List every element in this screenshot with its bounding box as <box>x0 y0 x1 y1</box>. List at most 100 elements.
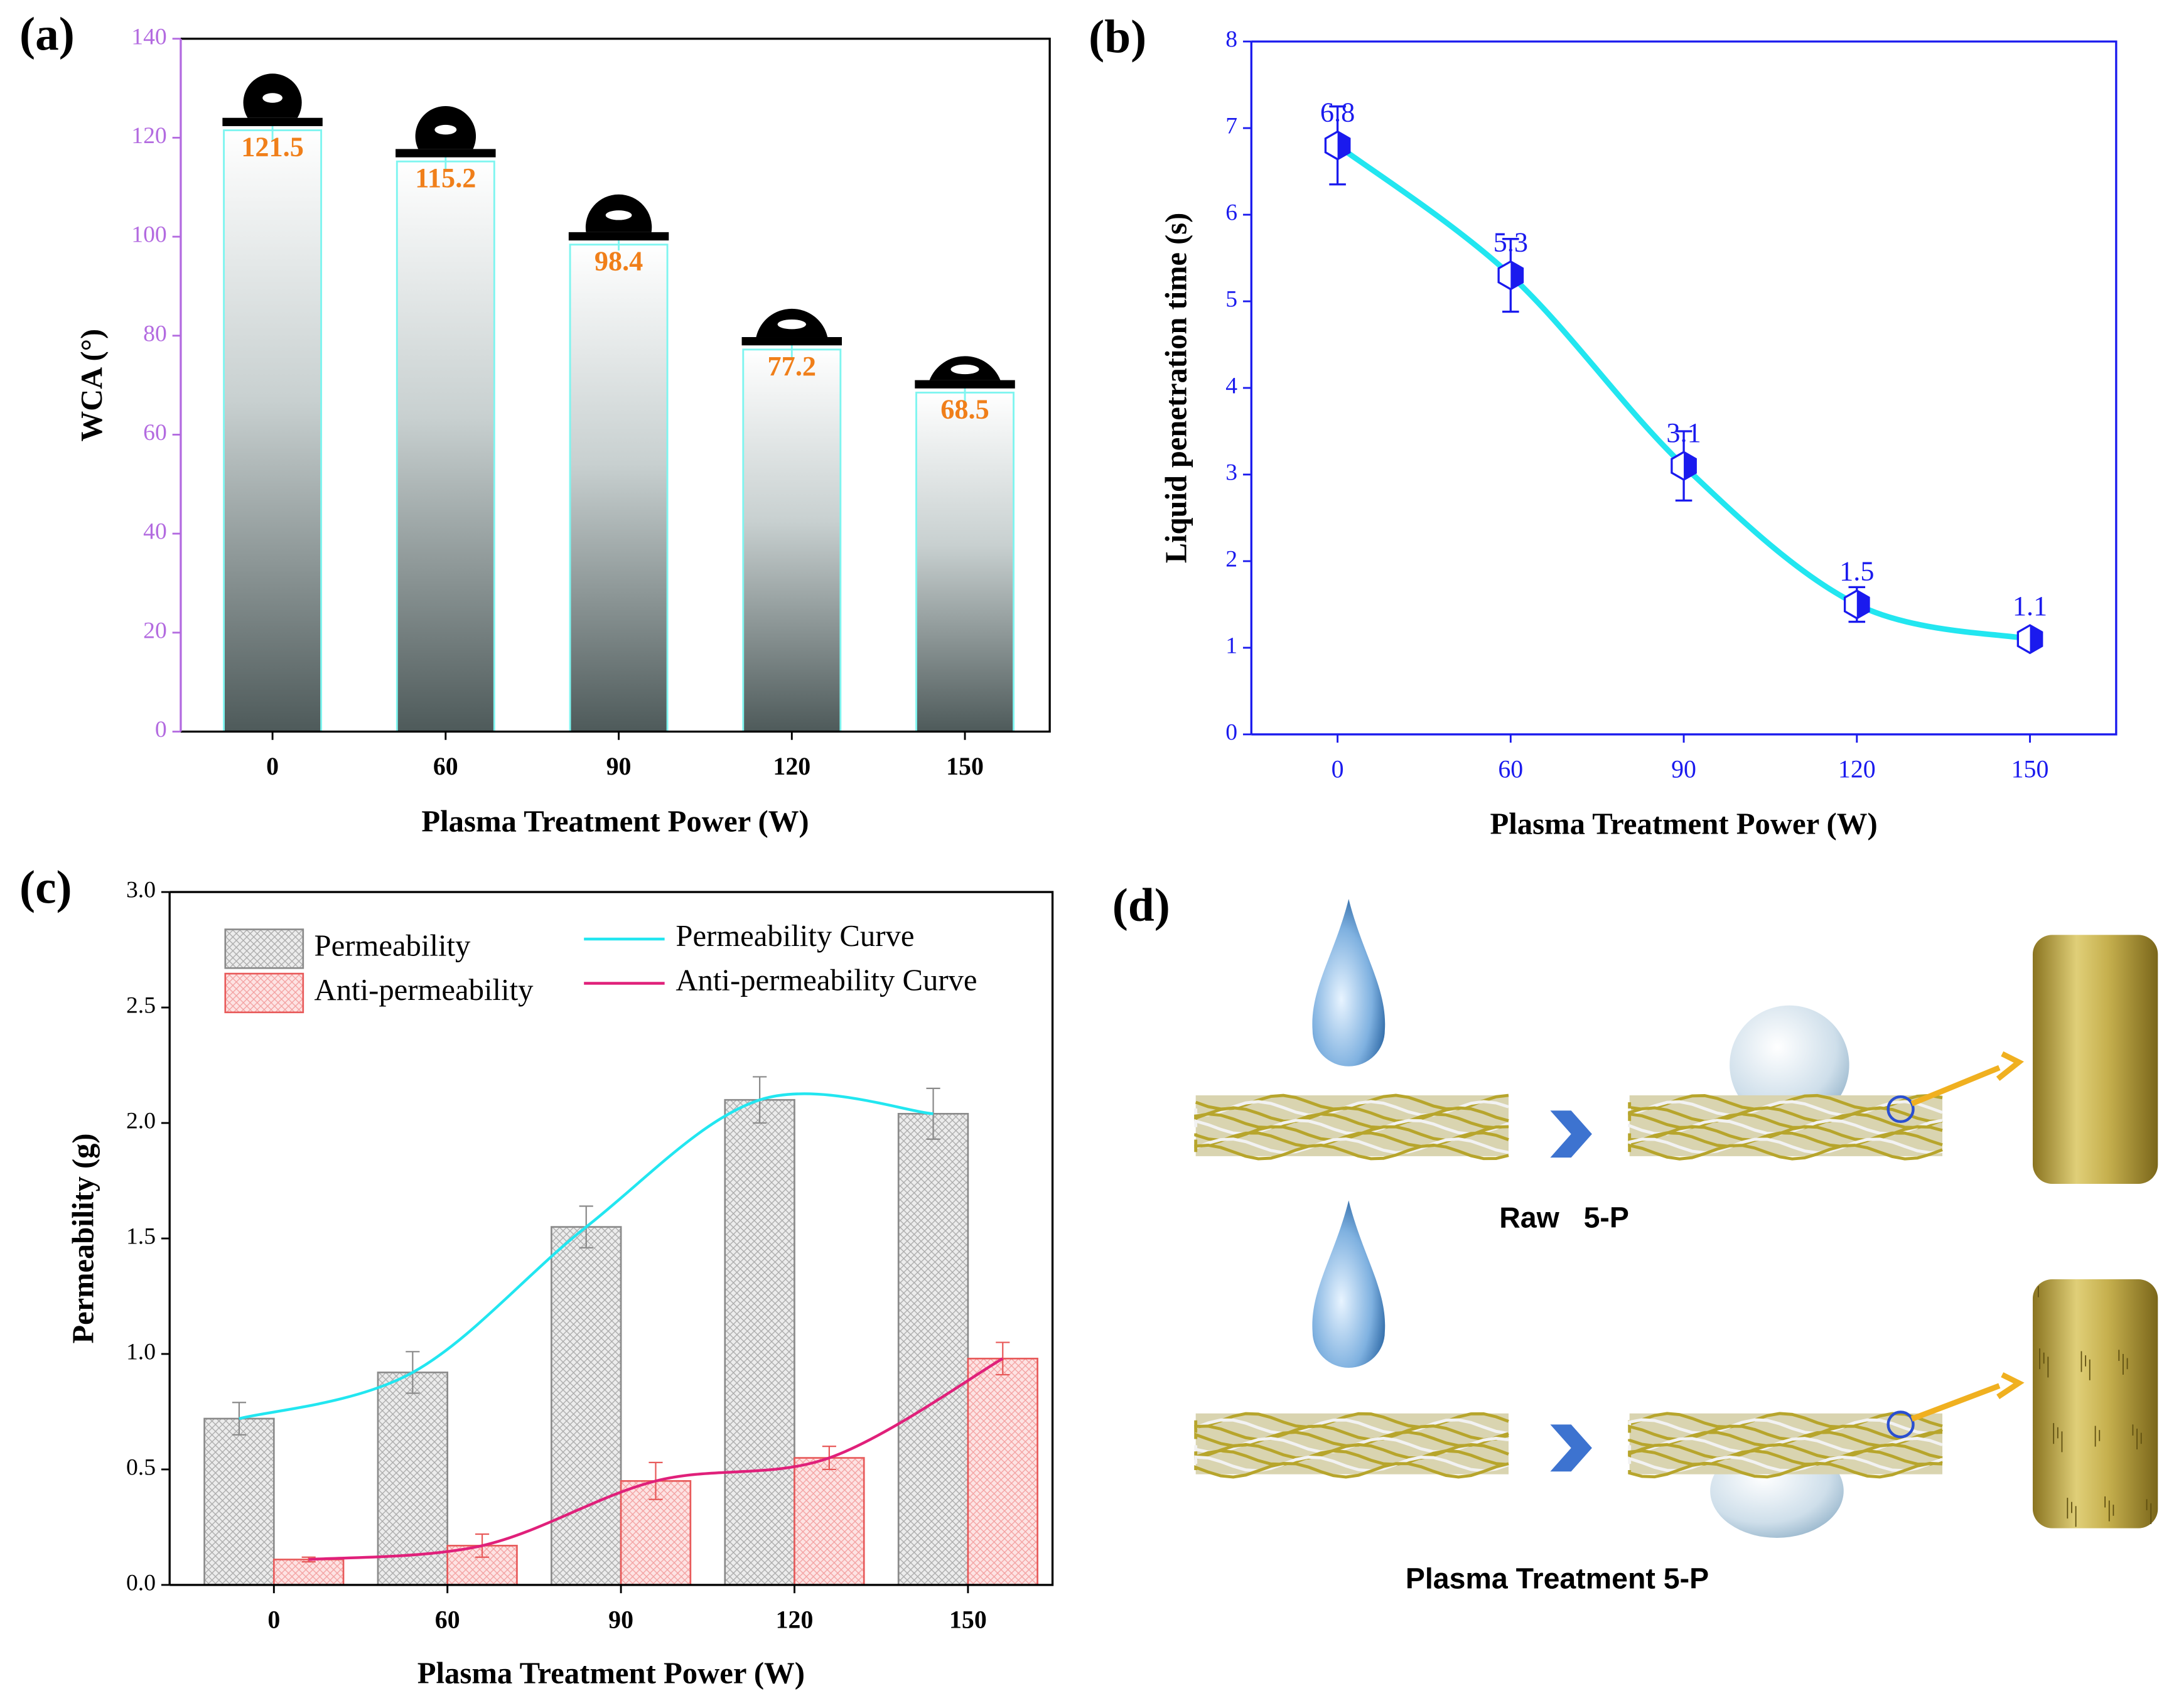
value-label: 115.2 <box>415 163 476 193</box>
marker <box>2016 624 2043 655</box>
plot-area: 6.8 5.3 3.1 1.5 1.1 <box>1320 97 2047 655</box>
fiber <box>1628 1455 1943 1473</box>
plot-area <box>203 1076 1038 1586</box>
fiber <box>1194 1455 1509 1473</box>
fiber <box>1628 1412 1943 1429</box>
fiber <box>1194 1143 1509 1161</box>
fiber <box>1194 1418 1509 1436</box>
chevron <box>1550 1424 1592 1472</box>
chart: (c) Plasma Treatment Power (W) Permeabilit… <box>19 861 1054 1690</box>
x-tick-label: 0 <box>266 753 279 780</box>
legend: Permeability Anti-permeability Permeabilit… <box>224 919 977 1014</box>
schematic: (d) Raw 5-P Plasma Treatment 5-P <box>1112 879 2158 1594</box>
fiber <box>1628 1424 1943 1442</box>
y-tick-label: 0.0 <box>126 1571 156 1596</box>
y-tick-label: 0 <box>1225 720 1237 746</box>
y-axis-title: Liquid penetration time (s) <box>1159 213 1193 564</box>
droplet-highlight <box>434 124 457 135</box>
y-tick-label: 0 <box>155 717 167 743</box>
legend-label: Anti-permeability Curve <box>675 964 977 997</box>
fiber <box>1194 1137 1509 1154</box>
marker <box>1671 451 1697 481</box>
droplet-highlight <box>605 210 632 220</box>
plot-area: 121.5 115.2 98.4 77.2 68.5 <box>222 73 1015 733</box>
fiber <box>1628 1442 1943 1460</box>
y-tick-label: 140 <box>131 24 166 50</box>
fiber <box>1194 1449 1509 1466</box>
x-tick-label: 120 <box>773 753 810 780</box>
substrate <box>222 117 323 126</box>
x-tick-label: 60 <box>1498 756 1523 783</box>
y-tick-label: 80 <box>143 321 167 346</box>
y-tick-label: 1.5 <box>126 1224 156 1250</box>
caption: Plasma Treatment 5-P <box>1406 1562 1709 1595</box>
arrow <box>1910 1372 2025 1422</box>
x-axis-title: Plasma Treatment Power (W) <box>421 804 809 838</box>
value-label: 3.1 <box>1666 417 1701 448</box>
bar <box>272 1559 345 1586</box>
panel-label: (d) <box>1112 879 1170 932</box>
arrow <box>1910 1051 2024 1107</box>
marker-half <box>1856 590 1869 618</box>
zoom-circle <box>1886 1095 1915 1124</box>
bar <box>724 1098 795 1586</box>
bar <box>569 244 669 733</box>
fiber <box>1194 1462 1509 1479</box>
panel-label: (c) <box>19 861 72 913</box>
value-label: 98.4 <box>595 246 643 277</box>
zoom-circle <box>1886 1410 1915 1439</box>
y-tick-label: 20 <box>143 618 167 644</box>
fiber-smooth <box>2032 935 2158 1184</box>
bar <box>396 160 495 733</box>
droplet <box>1312 899 1386 1066</box>
x-tick-label: 150 <box>949 1606 987 1634</box>
bar <box>915 391 1015 733</box>
substrate <box>568 232 669 241</box>
fiber <box>1194 1106 1509 1123</box>
droplet <box>1312 1200 1386 1368</box>
y-tick-label: 120 <box>131 123 166 149</box>
x-tick-label: 120 <box>1838 756 1876 783</box>
value-label: 1.5 <box>1839 556 1874 587</box>
y-axis-title: Permeability (g) <box>66 1134 100 1344</box>
fabric-group <box>1194 1093 1943 1479</box>
fiber <box>1194 1442 1509 1460</box>
x-tick-label: 0 <box>1332 756 1344 783</box>
y-tick-label: 1.0 <box>126 1340 156 1365</box>
bar <box>742 348 842 733</box>
x-tick-label: 0 <box>267 1606 280 1634</box>
etch-marks <box>2037 1286 2152 1527</box>
y-tick-label: 4 <box>1225 373 1237 399</box>
marker-half <box>1510 261 1523 289</box>
y-tick-label: 5 <box>1225 287 1237 313</box>
value-label: 68.5 <box>940 394 989 424</box>
y-tick-label: 8 <box>1225 27 1237 53</box>
axis-frame <box>180 38 1051 733</box>
chart: (a) Plasma Treatment Power (W) WCA (°) 121.… <box>19 8 1051 838</box>
value-label: 1.1 <box>2013 591 2047 621</box>
y-tick-label: 0.5 <box>126 1455 156 1481</box>
fiber <box>1628 1461 1943 1479</box>
y-tick-label: 3 <box>1225 460 1237 486</box>
marker <box>1497 260 1524 291</box>
legend-label: Anti-permeability <box>315 973 534 1007</box>
y-tick-label: 7 <box>1225 114 1237 139</box>
y-tick-label: 1 <box>1225 633 1237 659</box>
chevron <box>1550 1110 1592 1158</box>
x-tick-label: 150 <box>2011 756 2049 783</box>
bar <box>551 1226 622 1586</box>
x-tick-label: 60 <box>435 1606 460 1634</box>
bar <box>897 1112 969 1586</box>
fiber <box>1628 1131 1943 1148</box>
bar <box>794 1457 865 1586</box>
droplet-highlight <box>950 364 979 375</box>
marker <box>1324 130 1351 161</box>
y-tick-label: 100 <box>131 222 166 248</box>
curve <box>308 1357 1004 1561</box>
fiber <box>1194 1424 1509 1441</box>
substrate <box>741 337 842 346</box>
fiber <box>1194 1112 1509 1130</box>
curve <box>239 1092 934 1421</box>
